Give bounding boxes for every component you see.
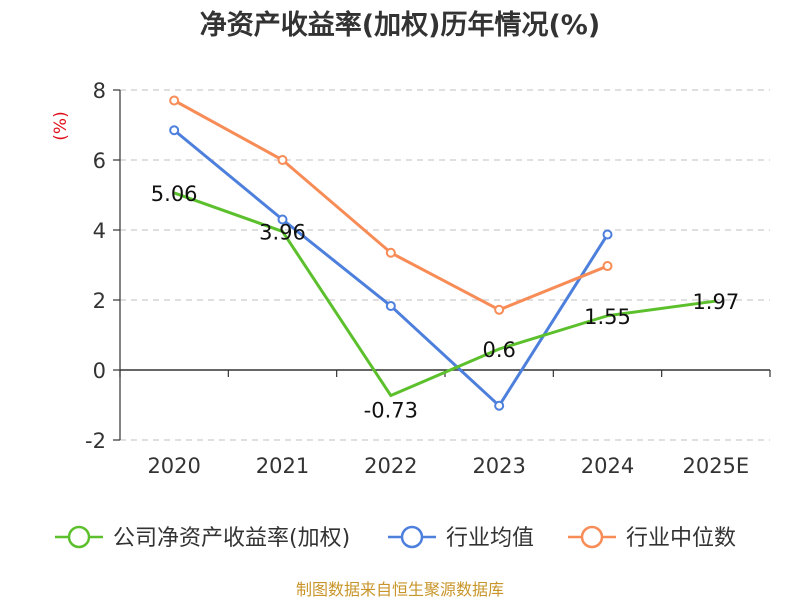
series-2-point-2 (385, 247, 396, 258)
y-tick-labels: 8 6 4 2 0 -2 (85, 79, 106, 453)
series-2-point-0 (169, 95, 180, 106)
y-tick-label: 2 (93, 289, 106, 313)
x-tick-label: 2025E (682, 454, 749, 478)
series-1-point-1 (277, 214, 288, 225)
data-label: 1.97 (692, 290, 739, 314)
series-1-point-2 (385, 300, 396, 311)
x-tick-label: 2023 (472, 454, 525, 478)
chart-title: 净资产收益率(加权)历年情况(%) (200, 9, 600, 41)
series-line-2 (173, 99, 609, 312)
x-tick-label: 2020 (147, 454, 200, 478)
y-tick-label: -2 (85, 429, 106, 453)
y-tick-label: 6 (93, 149, 106, 173)
legend-swatch-circle-icon (67, 525, 91, 549)
data-label: 3.96 (259, 220, 306, 244)
legend-item-1[interactable]: 行业均值 (388, 525, 534, 551)
data-label: 5.06 (151, 182, 198, 206)
data-label: 0.6 (482, 338, 515, 362)
series-line-1 (173, 129, 609, 408)
y-tick-label: 4 (93, 219, 106, 243)
x-tick-labels: 2020 2021 2022 2023 2024 2025E (147, 454, 749, 478)
source-note: 制图数据来自恒生聚源数据库 (296, 580, 504, 599)
legend-label: 行业均值 (446, 526, 534, 551)
series-1-point-4 (602, 229, 613, 240)
series-1-point-0 (169, 125, 180, 136)
y-tick-label: 8 (93, 79, 106, 103)
series-2-point-3 (494, 304, 505, 315)
data-label: -0.73 (364, 399, 418, 423)
grid-lines (120, 89, 770, 441)
y-tick-label: 0 (93, 359, 106, 383)
data-label: 1.55 (584, 305, 631, 329)
x-tick-label: 2021 (256, 454, 309, 478)
series-2-point-4 (602, 261, 613, 272)
y-axis-unit-label: (%) (51, 111, 71, 140)
series-line-0 (173, 191, 717, 398)
series-2-point-1 (277, 155, 288, 165)
legend-label: 行业中位数 (626, 526, 736, 551)
series-lines (173, 99, 717, 408)
legend-item-0[interactable]: 公司净资产收益率(加权) (55, 525, 350, 551)
legend-item-2[interactable]: 行业中位数 (568, 525, 736, 551)
data-labels: 5.06 3.96 -0.73 0.6 1.55 1.97 (151, 182, 739, 423)
series-markers (169, 95, 613, 411)
axes (113, 89, 771, 441)
legend[interactable]: 公司净资产收益率(加权) 行业均值 行业中位数 (55, 525, 736, 551)
legend-swatch-circle-icon (400, 525, 424, 549)
x-tick-label: 2024 (581, 454, 634, 478)
x-tick-label: 2022 (364, 454, 417, 478)
legend-label: 公司净资产收益率(加权) (113, 526, 350, 551)
legend-swatch-circle-icon (580, 525, 604, 549)
series-1-point-3 (494, 400, 505, 411)
